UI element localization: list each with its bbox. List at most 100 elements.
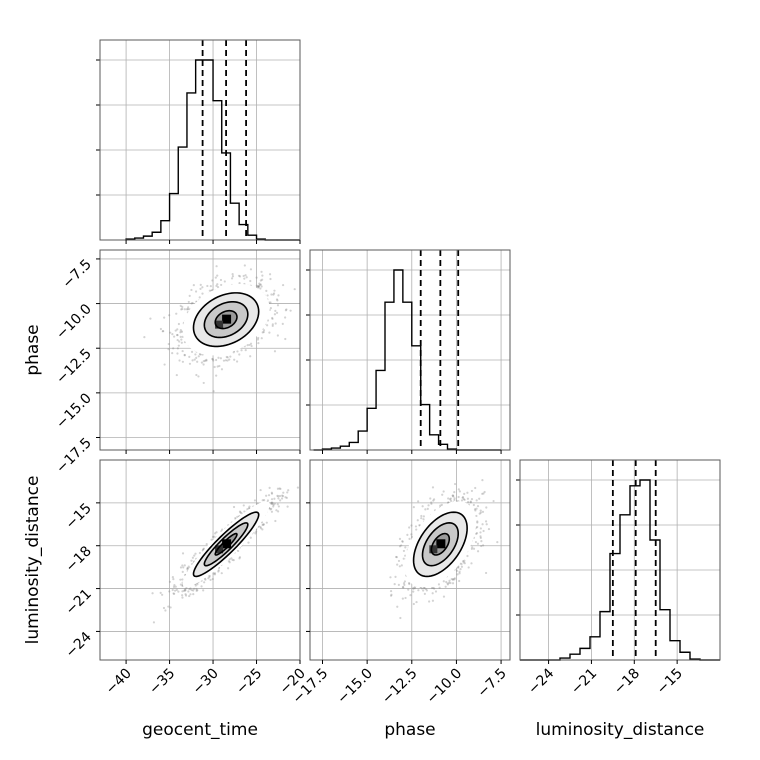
sample-point xyxy=(176,352,179,355)
sample-point xyxy=(194,353,197,356)
contour-line xyxy=(412,511,468,578)
sample-point xyxy=(453,491,456,494)
sample-point xyxy=(186,568,189,571)
density-peak xyxy=(215,539,232,554)
sample-point xyxy=(216,283,219,286)
sample-point xyxy=(187,565,190,568)
sample-point xyxy=(453,577,456,580)
sample-point xyxy=(238,281,241,285)
sample-point xyxy=(467,500,470,504)
sample-point xyxy=(475,532,479,535)
sample-point xyxy=(167,348,170,351)
sample-point xyxy=(451,582,455,585)
sample-point xyxy=(433,587,436,590)
sample-point xyxy=(458,572,461,575)
sample-point xyxy=(432,499,435,502)
sample-point xyxy=(180,341,183,344)
sample-point xyxy=(163,363,166,366)
sample-point xyxy=(448,498,452,501)
sample-point xyxy=(426,507,429,510)
sample-point xyxy=(151,592,154,595)
sample-point xyxy=(257,285,261,288)
sample-point xyxy=(236,350,239,353)
sample-point xyxy=(277,510,280,513)
sample-point xyxy=(479,535,482,538)
sample-point xyxy=(266,294,269,297)
sample-point xyxy=(434,590,438,593)
sample-point xyxy=(397,583,400,587)
histogram-steps-geocent-time xyxy=(125,59,300,241)
sample-point xyxy=(280,497,284,500)
axes-frame xyxy=(99,39,301,241)
sample-point xyxy=(198,551,201,555)
sample-point xyxy=(425,589,428,592)
sample-point xyxy=(466,497,470,500)
sample-point xyxy=(254,532,257,535)
sample-point xyxy=(184,589,187,592)
sample-point xyxy=(437,583,441,586)
sample-point xyxy=(217,356,220,359)
sample-point xyxy=(168,314,171,317)
sample-point xyxy=(253,499,257,502)
sample-point xyxy=(196,583,199,586)
sample-point xyxy=(422,518,425,521)
sample-point xyxy=(194,290,198,293)
sample-point xyxy=(179,335,182,338)
sample-point xyxy=(479,536,482,539)
panel-content xyxy=(389,478,499,620)
sample-point xyxy=(395,555,398,559)
sample-point xyxy=(277,505,280,508)
sample-point xyxy=(222,359,226,362)
sample-point xyxy=(215,374,218,377)
sample-point xyxy=(445,580,448,584)
sample-point xyxy=(265,494,268,497)
sample-point xyxy=(478,497,481,500)
sample-point xyxy=(195,589,198,592)
sample-point xyxy=(420,587,423,590)
sample-point xyxy=(449,497,452,500)
x-tick-label-geocent-time: −25 xyxy=(233,666,265,698)
sample-point xyxy=(201,286,204,289)
sample-point xyxy=(187,300,190,304)
sample-point xyxy=(472,547,476,550)
sample-point xyxy=(245,276,248,279)
sample-point xyxy=(192,592,195,596)
sample-point xyxy=(415,600,418,604)
sample-point xyxy=(186,308,190,311)
axes-frame xyxy=(309,459,511,661)
sample-point xyxy=(482,529,485,533)
density-peak-cell xyxy=(215,545,224,554)
sample-point xyxy=(287,489,290,492)
sample-point xyxy=(238,510,242,513)
sample-point xyxy=(195,356,198,359)
sample-point xyxy=(268,486,271,490)
sample-point xyxy=(452,577,455,581)
panel-geocent-time-vs-phase xyxy=(99,249,301,454)
density-peak xyxy=(215,314,232,329)
sample-point xyxy=(259,287,262,290)
sample-point xyxy=(273,502,276,505)
sample-point xyxy=(271,324,274,328)
sample-point xyxy=(401,597,404,600)
sample-point xyxy=(472,503,475,507)
sample-point xyxy=(401,586,405,589)
sample-point xyxy=(189,593,192,596)
sample-point xyxy=(219,357,222,360)
sample-point xyxy=(272,505,275,508)
sample-point xyxy=(161,330,164,333)
sample-point xyxy=(463,559,466,562)
sample-point xyxy=(246,508,249,511)
density-peak-cell xyxy=(222,539,232,549)
sample-point xyxy=(475,514,478,518)
sample-point xyxy=(188,594,191,598)
sample-point xyxy=(478,512,481,515)
sample-point xyxy=(159,327,163,331)
sample-point xyxy=(423,592,426,595)
sample-point xyxy=(226,359,229,362)
sample-point xyxy=(407,588,410,591)
sample-point xyxy=(195,587,198,591)
sample-point xyxy=(457,566,460,569)
sample-point xyxy=(218,364,221,368)
sample-point xyxy=(277,495,280,498)
sample-point xyxy=(186,567,189,570)
